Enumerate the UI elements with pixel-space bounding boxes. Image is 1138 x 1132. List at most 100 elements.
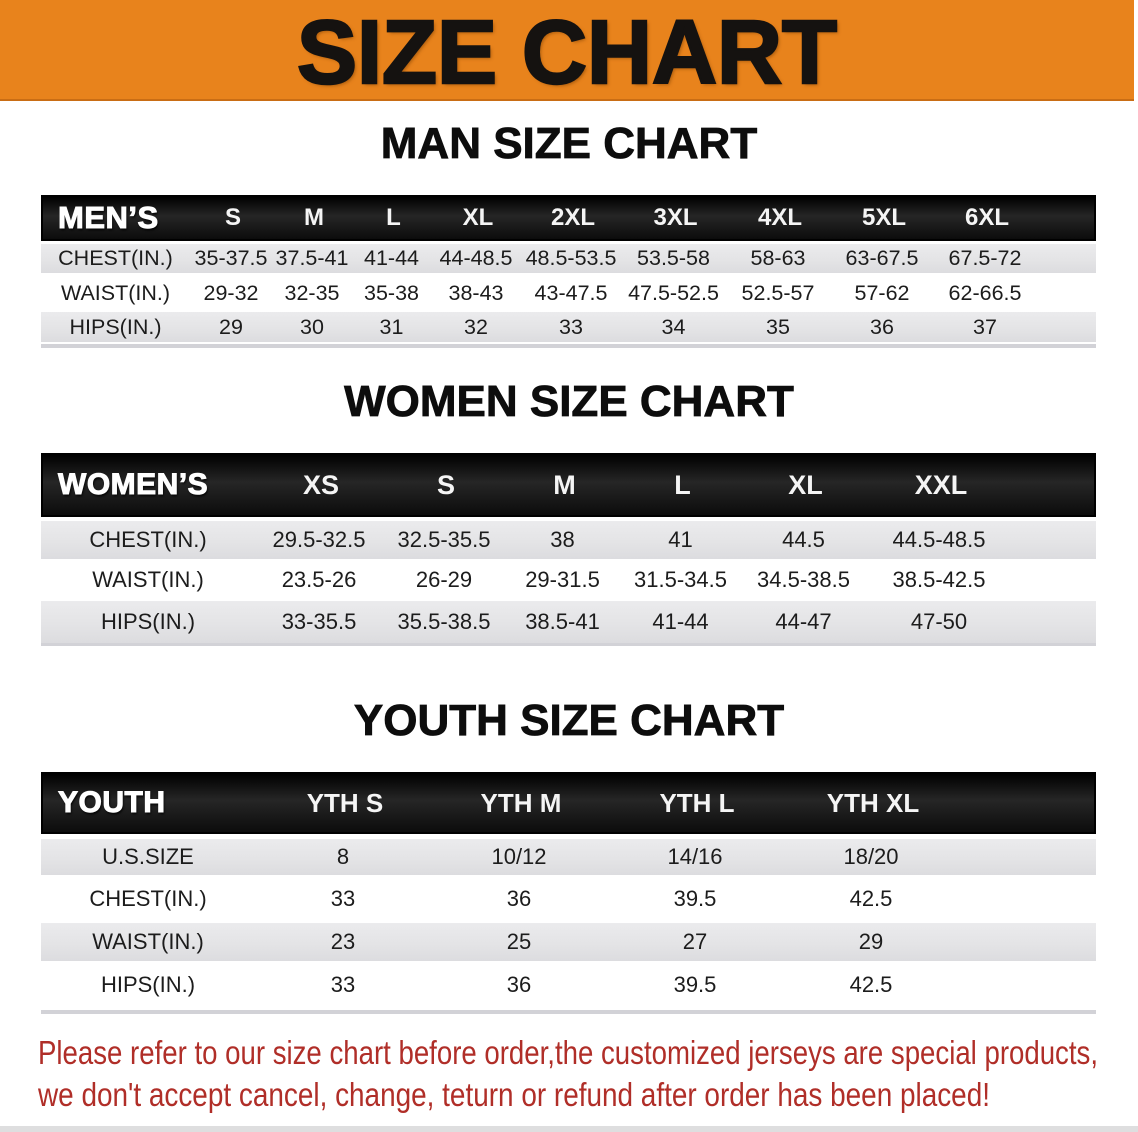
women-chest-row: CHEST(IN.) 29.5-32.5 32.5-35.5 38 41 44.…: [41, 521, 1096, 559]
table-cell: 38.5-41: [525, 609, 600, 634]
row-label: WAIST(IN.): [92, 929, 204, 954]
table-cell: 31.5-34.5: [634, 567, 727, 592]
table-cell: 57-62: [854, 280, 910, 305]
youth-size-col-l: YTH L: [659, 787, 735, 818]
table-cell: 38-43: [448, 280, 504, 305]
table-cell: 29-32: [203, 280, 259, 305]
table-cell: 36: [506, 972, 532, 997]
table-cell: 10/12: [491, 844, 547, 869]
men-size-table: MEN’S S M L XL 2XL 3XL 4XL 5XL 6XL CHEST…: [41, 195, 1096, 348]
women-size-col-xs: XS: [302, 469, 340, 500]
table-bottom-divider: [41, 1010, 1096, 1014]
women-section-title: WOMEN SIZE CHART: [344, 377, 795, 426]
women-header-label: WOMEN’S: [58, 468, 209, 502]
table-cell: 35: [766, 314, 790, 339]
banner: SIZE CHART: [0, 0, 1134, 104]
table-cell: 18/20: [843, 844, 899, 869]
men-header-label: MEN’S: [58, 200, 159, 236]
men-hips-row: HIPS(IN.) 29 30 31 32 33 34 35 36 37: [41, 312, 1096, 342]
women-size-col-m: M: [553, 469, 576, 500]
table-cell: 33: [559, 314, 583, 339]
women-size-col-xl: XL: [788, 469, 823, 500]
table-cell: 48.5-53.5: [525, 246, 617, 270]
table-cell: 34: [661, 314, 686, 339]
table-cell: 26-29: [415, 567, 473, 592]
table-bottom-divider: [41, 643, 1096, 646]
men-size-col-4xl: 4XL: [757, 204, 802, 231]
men-chest-row: CHEST(IN.) 35-37.5 37.5-41 41-44 44-48.5…: [41, 244, 1096, 273]
table-cell: 29: [219, 314, 243, 339]
table-cell: 33: [330, 886, 356, 911]
youth-ussize-row: U.S.SIZE 8 10/12 14/16 18/20: [41, 839, 1096, 875]
row-label: HIPS(IN.): [100, 972, 196, 997]
table-cell: 44-47: [775, 609, 832, 634]
youth-header-label: YOUTH: [58, 786, 166, 820]
row-label: CHEST(IN.): [58, 246, 173, 270]
youth-section-title: YOUTH SIZE CHART: [353, 696, 785, 745]
row-label: CHEST(IN.): [89, 527, 207, 552]
youth-size-col-xl: YTH XL: [826, 787, 920, 818]
men-size-col-s: S: [224, 204, 241, 231]
men-waist-row: WAIST(IN.) 29-32 32-35 35-38 38-43 43-47…: [41, 277, 1096, 309]
youth-size-col-s: YTH S: [306, 787, 384, 818]
table-cell: 44.5: [782, 527, 825, 552]
table-cell: 53.5-58: [637, 246, 710, 270]
disclaimer-line-1: Please refer to our size chart before or…: [38, 1034, 1098, 1071]
table-cell: 63-67.5: [845, 246, 919, 270]
row-label: WAIST(IN.): [60, 280, 171, 305]
table-cell: 41: [668, 527, 693, 552]
disclaimer-text: Please refer to our size chart before or…: [38, 1032, 1138, 1116]
table-cell: 44-48.5: [439, 246, 513, 270]
table-cell: 42.5: [849, 972, 893, 997]
row-label: WAIST(IN.): [92, 567, 204, 592]
table-cell: 41-44: [652, 609, 709, 634]
table-cell: 32-35: [284, 280, 340, 305]
table-cell: 43-47.5: [534, 280, 608, 305]
youth-table-header-row: YOUTH YTH S YTH M YTH L YTH XL: [41, 772, 1096, 834]
table-cell: 25: [506, 929, 532, 954]
table-cell: 29-31.5: [525, 567, 600, 592]
banner-title: SIZE CHART: [296, 2, 839, 105]
men-size-col-xl: XL: [462, 204, 494, 231]
table-cell: 35-38: [364, 280, 419, 305]
table-cell: 33-35.5: [281, 609, 357, 634]
men-size-col-l: L: [386, 204, 401, 231]
table-cell: 29.5-32.5: [272, 527, 366, 552]
table-cell: 27: [682, 929, 708, 954]
table-cell: 33: [330, 972, 356, 997]
table-cell: 34.5-38.5: [757, 567, 850, 592]
table-cell: 47-50: [910, 609, 968, 634]
youth-chest-row: CHEST(IN.) 33 36 39.5 42.5: [41, 880, 1096, 918]
youth-size-col-m: YTH M: [480, 787, 562, 818]
women-size-col-s: S: [436, 469, 455, 500]
table-cell: 42.5: [849, 886, 893, 911]
table-cell: 23: [330, 929, 356, 954]
table-cell: 67.5-72: [948, 246, 1022, 270]
table-cell: 23.5-26: [281, 567, 357, 592]
table-cell: 31: [379, 314, 404, 339]
women-size-col-l: L: [674, 469, 691, 500]
men-size-col-5xl: 5XL: [861, 204, 906, 231]
table-cell: 36: [870, 314, 894, 339]
table-cell: 32.5-35.5: [397, 527, 491, 552]
men-size-col-m: M: [304, 204, 324, 231]
row-label: HIPS(IN.): [100, 609, 196, 634]
table-cell: 35.5-38.5: [397, 609, 491, 634]
table-cell: 30: [300, 314, 324, 339]
bottom-strip: [0, 1126, 1138, 1132]
table-cell: 14/16: [667, 844, 723, 869]
table-cell: 29: [858, 929, 884, 954]
table-cell: 37: [973, 314, 997, 339]
table-cell: 32: [464, 314, 488, 339]
table-bottom-divider: [41, 344, 1096, 348]
youth-hips-row: HIPS(IN.) 33 36 39.5 42.5: [41, 966, 1096, 1004]
men-section-title: MAN SIZE CHART: [380, 119, 758, 168]
row-label: HIPS(IN.): [69, 314, 162, 339]
men-size-col-2xl: 2XL: [550, 204, 595, 231]
table-cell: 39.5: [673, 972, 717, 997]
table-cell: 62-66.5: [948, 280, 1022, 305]
row-label: CHEST(IN.): [89, 886, 207, 911]
women-hips-row: HIPS(IN.) 33-35.5 35.5-38.5 38.5-41 41-4…: [41, 601, 1096, 643]
youth-size-table: YOUTH YTH S YTH M YTH L YTH XL U.S.SIZE …: [41, 772, 1096, 1014]
table-cell: 41-44: [364, 246, 419, 270]
